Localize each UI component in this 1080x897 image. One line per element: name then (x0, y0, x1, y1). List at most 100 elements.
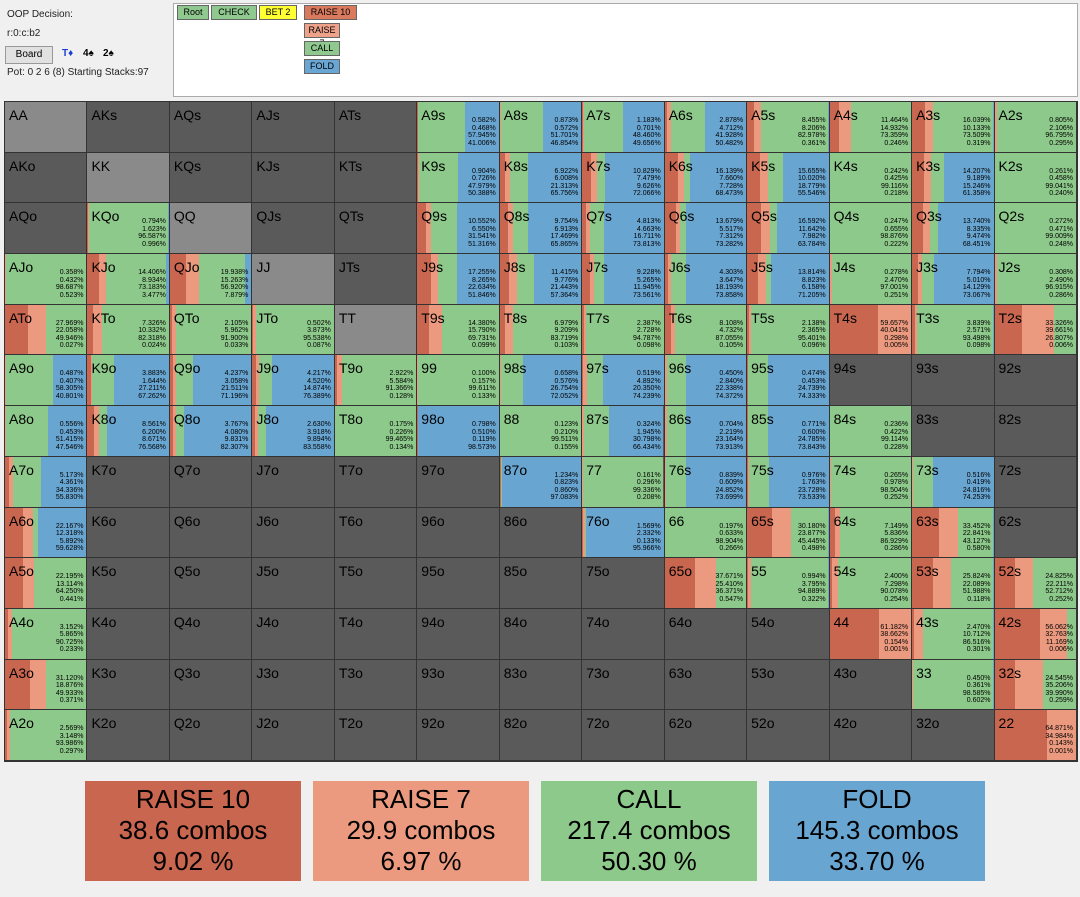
hand-cell-j9s[interactable]: 17.255% 8.265% 22.634% 51.846% J9s (417, 254, 500, 305)
hand-cell-92o[interactable]: 92o (417, 710, 500, 761)
hand-cell-a9s[interactable]: 0.582% 0.468% 57.945% 41.006% A9s (417, 102, 500, 153)
tree-node-call[interactable]: CALL (304, 41, 340, 56)
hand-cell-63s[interactable]: 33.452% 22.841% 43.127% 0.580% 63s (912, 507, 995, 559)
hand-cell-aa[interactable]: AA (5, 102, 88, 153)
hand-cell-43s[interactable]: 2.470% 10.712% 86.516% 0.301% 43s (912, 608, 995, 660)
hand-cell-k2o[interactable]: K2o (87, 710, 170, 761)
hand-cell-72s[interactable]: 72s (994, 456, 1077, 508)
hand-cell-j3s[interactable]: 7.794% 5.010% 14.129% 73.067% J3s (912, 254, 995, 305)
tree-node-bet-2[interactable]: BET 2 (259, 5, 297, 20)
hand-cell-52s[interactable]: 24.825% 22.211% 52.712% 0.252% 52s (994, 558, 1077, 609)
hand-cell-42o[interactable]: 42o (829, 710, 913, 761)
hand-cell-k9o[interactable]: 3.883% 1.644% 27.211% 67.262% K9o (87, 355, 170, 407)
tree-node-root[interactable]: Root (177, 5, 209, 20)
hand-cell-a9o[interactable]: 0.487% 0.407% 58.305% 40.801% A9o (5, 355, 88, 407)
hand-cell-k2s[interactable]: 0.261% 0.458% 99.041% 0.240% K2s (994, 152, 1077, 204)
tree-node-check[interactable]: CHECK (211, 5, 257, 20)
hand-cell-kk[interactable]: KK (87, 152, 170, 204)
hand-cell-kto[interactable]: 7.326% 10.332% 82.318% 0.024% KTo (87, 304, 170, 356)
hand-cell-a7o[interactable]: 5.173% 4.361% 34.336% 55.830% A7o (5, 456, 88, 508)
hand-cell-95s[interactable]: 0.474% 0.453% 24.739% 74.333% 95s (747, 355, 830, 407)
hand-cell-kqs[interactable]: KQs (169, 152, 253, 204)
hand-cell-q2o[interactable]: Q2o (169, 710, 253, 761)
tree-node-fold[interactable]: FOLD (304, 59, 340, 74)
hand-cell-t3o[interactable]: T3o (334, 659, 418, 711)
hand-cell-74o[interactable]: 74o (582, 608, 665, 660)
hand-cell-64o[interactable]: 64o (664, 608, 748, 660)
hand-cell-j7s[interactable]: 9.228% 5.265% 11.945% 73.561% J7s (582, 254, 665, 305)
hand-cell-t5o[interactable]: T5o (334, 558, 418, 609)
hand-cell-q5o[interactable]: Q5o (169, 558, 253, 609)
hand-cell-q3s[interactable]: 13.740% 8.335% 9.474% 68.451% Q3s (912, 203, 995, 255)
hand-cell-63o[interactable]: 63o (664, 659, 748, 711)
hand-cell-k3s[interactable]: 14.207% 9.189% 15.246% 61.358% K3s (912, 152, 995, 204)
hand-cell-kts[interactable]: KTs (334, 152, 418, 204)
hand-cell-92s[interactable]: 92s (994, 355, 1077, 407)
hand-cell-75s[interactable]: 0.976% 1.763% 23.728% 73.533% 75s (747, 456, 830, 508)
hand-cell-t8o[interactable]: 0.175% 0.226% 99.465% 0.134% T8o (334, 406, 418, 457)
hand-cell-a4s[interactable]: 11.464% 14.932% 73.359% 0.246% A4s (829, 102, 913, 153)
hand-cell-84s[interactable]: 0.236% 0.422% 99.114% 0.228% 84s (829, 406, 913, 457)
hand-cell-a6o[interactable]: 22.167% 12.318% 5.892% 59.628% A6o (5, 507, 88, 559)
hand-cell-a2o[interactable]: 2.569% 3.148% 93.986% 0.297% A2o (5, 710, 88, 761)
hand-cell-k5o[interactable]: K5o (87, 558, 170, 609)
hand-cell-q2s[interactable]: 0.272% 0.471% 99.009% 0.248% Q2s (994, 203, 1077, 255)
hand-cell-a7s[interactable]: 1.183% 0.701% 48.460% 49.656% A7s (582, 102, 665, 153)
hand-cell-96s[interactable]: 0.450% 2.840% 22.338% 74.372% 96s (664, 355, 748, 407)
hand-cell-j3o[interactable]: J3o (252, 659, 335, 711)
hand-cell-j5s[interactable]: 13.814% 8.823% 6.158% 71.205% J5s (747, 254, 830, 305)
hand-cell-j8o[interactable]: 2.630% 3.918% 9.894% 83.558% J8o (252, 406, 335, 457)
hand-cell-66[interactable]: 0.197% 0.633% 98.904% 0.266% 66 (664, 507, 748, 559)
tree-node-raise-10[interactable]: RAISE 10 (304, 5, 357, 20)
hand-cell-k3o[interactable]: K3o (87, 659, 170, 711)
hand-cell-t8s[interactable]: 6.979% 9.209% 83.719% 0.103% T8s (499, 304, 583, 356)
hand-cell-q7o[interactable]: Q7o (169, 456, 253, 508)
hand-cell-t3s[interactable]: 3.839% 2.571% 93.498% 0.098% T3s (912, 304, 995, 356)
hand-cell-83s[interactable]: 83s (912, 406, 995, 457)
hand-cell-q6o[interactable]: Q6o (169, 507, 253, 559)
hand-cell-42s[interactable]: 56.062% 32.763% 11.169% 0.006% 42s (994, 608, 1077, 660)
hand-cell-a2s[interactable]: 0.805% 2.106% 96.795% 0.295% A2s (994, 102, 1077, 153)
hand-cell-t6s[interactable]: 8.108% 4.732% 87.055% 0.105% T6s (664, 304, 748, 356)
hand-cell-j5o[interactable]: J5o (252, 558, 335, 609)
hand-cell-95o[interactable]: 95o (417, 558, 500, 609)
hand-cell-qjs[interactable]: QJs (252, 203, 335, 255)
hand-cell-tt[interactable]: TT (334, 304, 418, 356)
hand-cell-76o[interactable]: 1.569% 2.332% 0.133% 95.966% 76o (582, 507, 665, 559)
hand-cell-k9s[interactable]: 0.904% 0.726% 47.979% 50.388% K9s (417, 152, 500, 204)
hand-cell-32o[interactable]: 32o (912, 710, 995, 761)
hand-cell-65o[interactable]: 37.671% 25.410% 36.371% 0.547% 65o (664, 558, 748, 609)
hand-cell-j2o[interactable]: J2o (252, 710, 335, 761)
hand-cell-32s[interactable]: 24.545% 35.206% 39.990% 0.259% 32s (994, 659, 1077, 711)
hand-cell-jj[interactable]: JJ (252, 254, 335, 305)
hand-cell-k4o[interactable]: K4o (87, 608, 170, 660)
hand-cell-j2s[interactable]: 0.308% 2.490% 96.915% 0.286% J2s (994, 254, 1077, 305)
hand-cell-98s[interactable]: 0.658% 0.576% 26.754% 72.052% 98s (499, 355, 583, 407)
hand-cell-t2o[interactable]: T2o (334, 710, 418, 761)
hand-cell-jts[interactable]: JTs (334, 254, 418, 305)
hand-cell-j7o[interactable]: J7o (252, 456, 335, 508)
hand-cell-a3o[interactable]: 31.120% 18.876% 49.933% 0.371% A3o (5, 659, 88, 711)
hand-cell-ats[interactable]: ATs (334, 102, 418, 153)
board-button[interactable]: Board (5, 46, 53, 64)
hand-cell-t6o[interactable]: T6o (334, 507, 418, 559)
hand-cell-j6o[interactable]: J6o (252, 507, 335, 559)
hand-cell-a5o[interactable]: 22.195% 13.114% 64.250% 0.441% A5o (5, 558, 88, 609)
hand-cell-q9s[interactable]: 10.552% 6.550% 31.541% 51.316% Q9s (417, 203, 500, 255)
hand-cell-k7o[interactable]: K7o (87, 456, 170, 508)
hand-cell-t2s[interactable]: 33.326% 39.661% 26.807% 0.006% T2s (994, 304, 1077, 356)
hand-cell-q9o[interactable]: 4.237% 3.058% 21.511% 71.196% Q9o (169, 355, 253, 407)
hand-cell-98o[interactable]: 0.798% 0.510% 0.119% 98.573% 98o (417, 406, 500, 457)
hand-cell-88[interactable]: 0.123% 0.210% 99.511% 0.155% 88 (499, 406, 583, 457)
hand-cell-86o[interactable]: 86o (499, 507, 583, 559)
hand-cell-54o[interactable]: 54o (747, 608, 830, 660)
hand-cell-a8o[interactable]: 0.556% 0.453% 51.415% 47.546% A8o (5, 406, 88, 457)
hand-cell-kjs[interactable]: KJs (252, 152, 335, 204)
hand-cell-t4s[interactable]: 59.657% 40.041% 0.298% 0.005% T4s (829, 304, 913, 356)
hand-cell-t7s[interactable]: 2.387% 2.728% 94.787% 0.098% T7s (582, 304, 665, 356)
hand-cell-qto[interactable]: 2.105% 5.962% 91.900% 0.033% QTo (169, 304, 253, 356)
hand-cell-q4o[interactable]: Q4o (169, 608, 253, 660)
hand-cell-53o[interactable]: 53o (747, 659, 830, 711)
hand-cell-ajs[interactable]: AJs (252, 102, 335, 153)
hand-cell-q7s[interactable]: 4.813% 4.663% 16.711% 73.813% Q7s (582, 203, 665, 255)
